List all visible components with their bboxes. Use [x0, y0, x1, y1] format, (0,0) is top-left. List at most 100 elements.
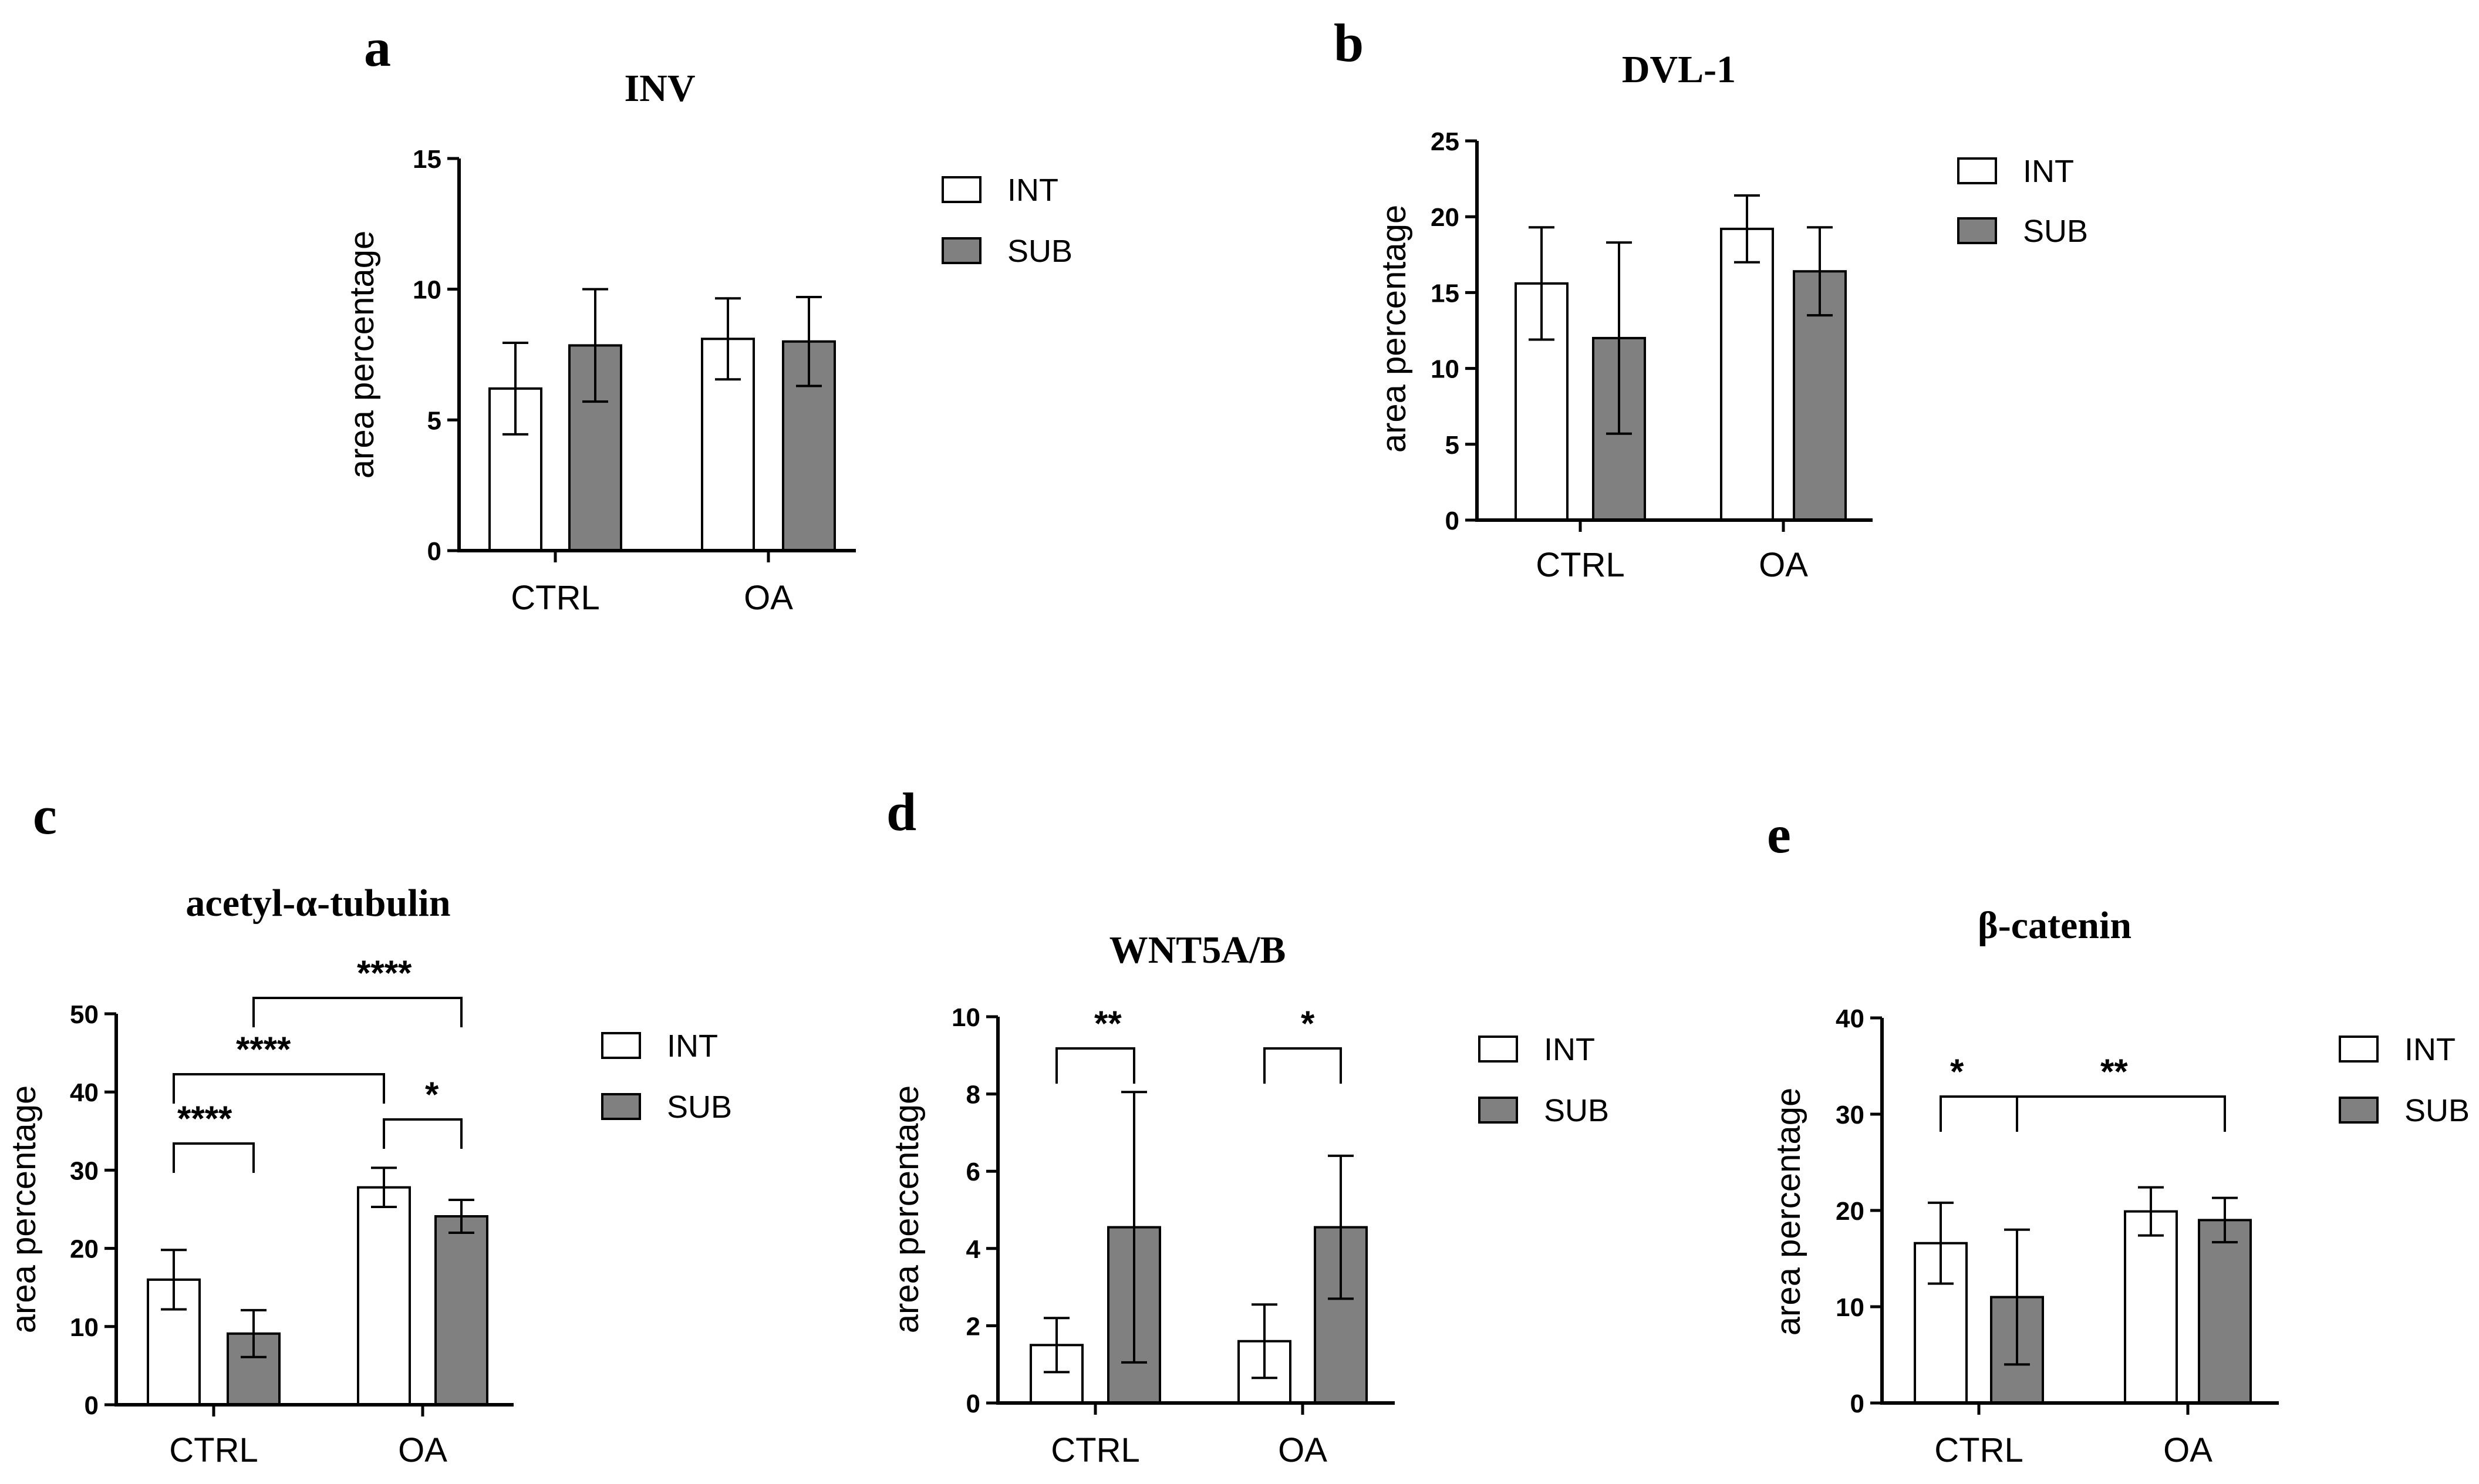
- chart-title: β-catenin: [1978, 904, 2131, 947]
- legend-label-int: INT: [2404, 1032, 2456, 1067]
- significance-bracket: [1263, 1047, 1342, 1084]
- y-tick-label: 0: [1850, 1389, 1864, 1418]
- legend-label-sub: SUB: [2404, 1093, 2470, 1128]
- legend-swatch-sub: [1957, 217, 1997, 244]
- chart-title: DVL-1: [1622, 48, 1736, 91]
- y-tick-label: 8: [966, 1081, 980, 1109]
- y-axis-label: area percentage: [343, 231, 381, 478]
- plot-area: 0 5 10 15 CTRL OA area percentage INT SUB: [343, 145, 1072, 617]
- y-axis-label: area percentage: [1769, 1088, 1807, 1335]
- legend-label-int: INT: [1007, 173, 1058, 208]
- significance-bracket: [1055, 1047, 1135, 1084]
- panel-letter: c: [33, 785, 57, 845]
- bar-sub-oa: [2198, 1219, 2252, 1404]
- legend-label-int: INT: [2023, 154, 2074, 189]
- y-tick-label: 25: [1431, 127, 1459, 156]
- legend-swatch-int: [2339, 1036, 2379, 1063]
- y-tick-label: 20: [1431, 203, 1459, 232]
- y-tick-label: 4: [966, 1235, 981, 1264]
- y-tick-label: 50: [70, 1000, 99, 1029]
- panel-letter: d: [886, 782, 916, 842]
- y-tick-label: 30: [1836, 1101, 1864, 1129]
- chart-title: acetyl-α-tubulin: [185, 882, 450, 925]
- bar-int-oa: [1720, 227, 1774, 521]
- chart-title: WNT5A/B: [1109, 929, 1286, 972]
- x-tick-label: OA: [2163, 1431, 2212, 1469]
- legend-swatch-sub: [1478, 1097, 1518, 1124]
- legend-swatch-int: [601, 1032, 641, 1059]
- significance-label: ****: [177, 1099, 232, 1138]
- y-tick-label: 10: [1431, 355, 1459, 384]
- y-axis-label: area percentage: [888, 1085, 926, 1333]
- y-tick-label: 30: [70, 1156, 99, 1185]
- y-tick-label: 40: [70, 1078, 99, 1107]
- legend-label-sub: SUB: [2023, 214, 2088, 249]
- x-tick-label: CTRL: [169, 1431, 258, 1469]
- significance-label: **: [2100, 1052, 2128, 1091]
- y-tick-label: 5: [427, 406, 441, 435]
- y-axis-label: area percentage: [5, 1085, 43, 1333]
- y-tick-label: 15: [413, 145, 441, 174]
- bar-sub-oa: [1793, 270, 1847, 521]
- y-tick-label: 0: [427, 537, 441, 566]
- legend-label-int: INT: [667, 1028, 718, 1064]
- significance-label: **: [1094, 1004, 1122, 1043]
- legend-label-sub: SUB: [667, 1090, 732, 1125]
- significance-bracket: [383, 1118, 463, 1149]
- x-tick-label: OA: [1278, 1431, 1327, 1469]
- panel-letter: b: [1334, 13, 1364, 73]
- y-tick-label: 0: [1445, 507, 1459, 535]
- legend-label-sub: SUB: [1007, 234, 1072, 269]
- plot-area: 0 5 10 15 20 25 CTRL OA area percentage INT SUB: [1375, 127, 2088, 584]
- significance-bracket: [173, 1073, 385, 1104]
- y-tick-label: 0: [85, 1391, 99, 1420]
- x-tick-label: CTRL: [1051, 1431, 1139, 1469]
- x-tick-label: OA: [1759, 546, 1808, 584]
- x-tick-label: CTRL: [1934, 1431, 2023, 1469]
- y-tick-label: 2: [966, 1312, 980, 1341]
- panel-e: e β-catenin 0 10 20 30 40 CTRL OA area percenta…: [1767, 804, 2470, 1469]
- bar-int-oa: [2124, 1210, 2178, 1404]
- panel-letter: e: [1767, 804, 1791, 864]
- significance-label: ****: [357, 953, 412, 993]
- legend-swatch-int: [942, 176, 982, 203]
- panel-c: c acetyl-α-tubulin 0 10 20 30 40 50 CTRL OA area…: [5, 785, 732, 1469]
- y-tick-label: 10: [70, 1313, 99, 1342]
- y-tick-label: 10: [1836, 1293, 1864, 1322]
- panel-a: a INV 0 5 10 15 CTRL OA area percentage INT SUB: [343, 18, 1072, 617]
- legend-swatch-int: [1957, 157, 1997, 184]
- x-tick-label: CTRL: [511, 579, 599, 617]
- y-tick-label: 5: [1445, 431, 1459, 460]
- panel-b: b DVL-1 0 5 10 15 20 25 CTRL OA area percentage I…: [1334, 13, 2088, 584]
- chart-title: INV: [624, 67, 695, 110]
- legend-swatch-sub: [942, 237, 982, 264]
- significance-label: *: [1950, 1052, 1964, 1091]
- y-tick-label: 10: [413, 276, 441, 305]
- y-tick-label: 40: [1836, 1004, 1864, 1033]
- legend-label-sub: SUB: [1544, 1093, 1609, 1128]
- legend-label-int: INT: [1544, 1032, 1595, 1067]
- significance-bracket: [252, 997, 463, 1027]
- significance-bracket: [173, 1142, 255, 1173]
- y-tick-label: 6: [966, 1158, 980, 1186]
- y-tick-label: 20: [1836, 1197, 1864, 1226]
- x-tick-label: OA: [398, 1431, 447, 1469]
- panel-letter: a: [364, 18, 391, 77]
- y-axis-label: area percentage: [1375, 205, 1413, 453]
- bar-int-oa: [357, 1186, 411, 1406]
- significance-label: ****: [236, 1030, 291, 1069]
- bar-sub-oa: [434, 1215, 488, 1407]
- legend-swatch-sub: [2339, 1097, 2379, 1124]
- panel-d: d WNT5A/B 0 2 4 6 8 10 CTRL OA area percentage IN…: [886, 782, 1609, 1469]
- legend-swatch-sub: [601, 1093, 641, 1120]
- legend-swatch-int: [1478, 1036, 1518, 1063]
- y-tick-label: 15: [1431, 279, 1459, 308]
- x-tick-label: CTRL: [1536, 546, 1624, 584]
- y-tick-label: 0: [966, 1389, 980, 1418]
- y-tick-label: 10: [952, 1003, 980, 1032]
- significance-bracket: [2016, 1095, 2226, 1132]
